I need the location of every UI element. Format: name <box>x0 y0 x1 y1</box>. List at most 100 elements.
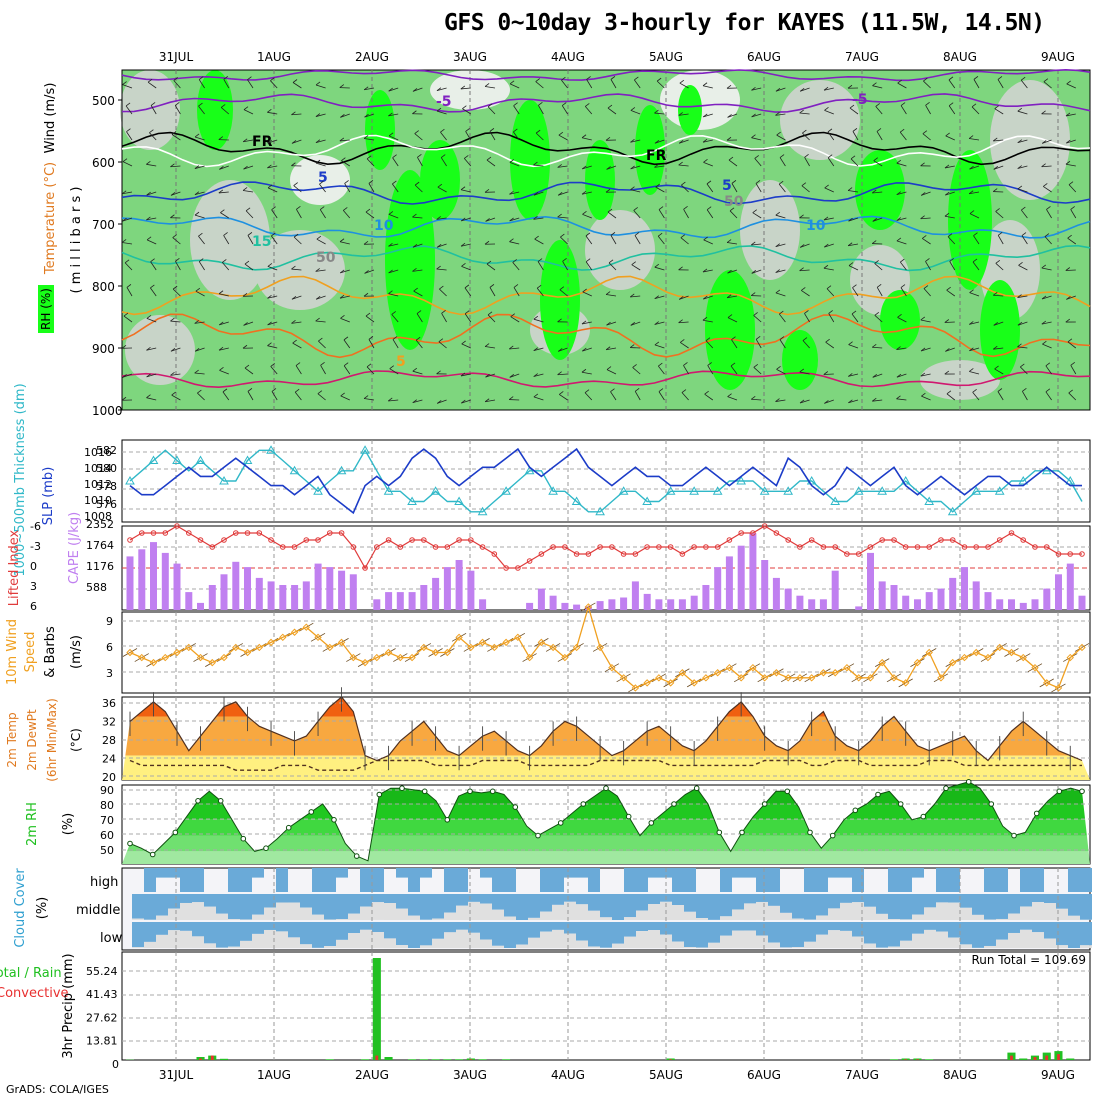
wind-barb-flag <box>826 285 832 289</box>
wind-barb-flag <box>995 259 1001 264</box>
wind-barb <box>243 139 254 143</box>
cape-bar <box>914 599 921 610</box>
wind-barb <box>315 269 326 272</box>
wind-barb-flag <box>388 112 393 117</box>
wind-barb <box>775 243 786 248</box>
cloud-cell <box>288 922 300 938</box>
wind-barb <box>509 217 520 222</box>
lifted-index-point <box>139 530 145 536</box>
wind-speed-point <box>984 653 992 662</box>
wind-barb-flag <box>993 322 999 326</box>
cloud-cell-clear <box>780 912 792 920</box>
cloud-cell-clear <box>528 937 540 948</box>
date-label-bottom: 6AUG <box>747 1068 781 1082</box>
cape-bar <box>667 599 675 610</box>
contour-label: FR <box>646 148 667 164</box>
wind-barb <box>364 269 375 274</box>
wind-barb <box>995 262 1004 271</box>
wind-barb <box>606 165 617 170</box>
wind-barb-flag <box>969 368 974 372</box>
cloud-cell-clear <box>984 919 996 921</box>
wind-barb <box>1043 186 1052 193</box>
cloud-cell <box>588 922 600 947</box>
date-label-top: 1AUG <box>257 50 291 64</box>
wind-barb <box>872 373 883 378</box>
cloud-cell <box>528 894 540 918</box>
cape-bar <box>961 567 968 610</box>
cloud-cell-clear <box>300 944 312 948</box>
cloud-cell-clear <box>456 929 468 949</box>
lifted-index-point <box>127 537 133 543</box>
lifted-index-point <box>256 530 263 536</box>
wind-barb-flag <box>730 362 736 367</box>
cloud-cell <box>252 922 264 934</box>
cloud-cell <box>144 894 156 920</box>
wind-barb-flag <box>823 264 829 269</box>
wind-barb <box>610 235 617 245</box>
contour-label: 50 <box>316 250 336 266</box>
lifted-index-point <box>280 544 286 550</box>
wind-barb-flag <box>363 292 369 297</box>
cloud-cell <box>312 894 324 915</box>
lifted-index-line <box>129 525 1082 570</box>
cloud-cell <box>996 922 1008 940</box>
slp-tick-label: 1014 <box>84 462 112 475</box>
wind-barb-flag <box>363 395 369 399</box>
cloud-cell <box>696 894 708 918</box>
wind-barb <box>340 317 350 323</box>
wind-barb <box>1068 184 1077 193</box>
cloud-cell <box>540 868 552 892</box>
cape-bar <box>984 592 992 610</box>
wind-barb <box>437 399 447 404</box>
cloud-cell-clear <box>588 910 600 920</box>
wind-barb <box>1065 163 1076 167</box>
cloud-cell <box>840 894 852 903</box>
wind-barb-flag <box>852 284 857 288</box>
wind-barb <box>606 321 617 326</box>
wind-barb <box>654 266 665 271</box>
wind-barb-flag <box>533 347 539 351</box>
wind-barb <box>900 261 907 271</box>
wind-barb-flag <box>460 372 466 377</box>
wind-barb-flag <box>244 260 250 265</box>
wind-barb <box>848 243 859 247</box>
wind-barb-flag <box>630 293 635 298</box>
precip-total-bar <box>384 1057 393 1060</box>
wind-barb-flag <box>242 187 248 191</box>
wind-barb <box>218 347 229 351</box>
wind-barb <box>388 293 399 297</box>
cloud-cell <box>756 868 768 892</box>
wind-barb <box>969 321 980 325</box>
wind-barb <box>823 373 834 375</box>
cloud-cell <box>600 922 612 948</box>
wind-barb-flag <box>1017 139 1023 143</box>
wind-barb <box>1045 391 1052 401</box>
wind-barb-flag <box>126 128 131 132</box>
cape-bar <box>678 599 686 610</box>
cloud-cell-clear <box>504 916 516 921</box>
wind-barb <box>293 185 302 193</box>
cloud-cell <box>192 868 204 892</box>
wind-barb <box>365 211 375 219</box>
wind-barb-flag <box>848 399 853 404</box>
wind-barb <box>392 183 399 193</box>
wind-barb <box>921 191 931 196</box>
cloud-cell-clear <box>924 929 936 949</box>
cape-bar <box>302 581 310 610</box>
wind-barb <box>509 241 520 245</box>
cloud-cell <box>444 922 456 933</box>
wind-barb <box>218 293 229 297</box>
wind-barb <box>150 261 157 271</box>
cloud-cell <box>360 922 372 930</box>
cloud-cell-clear <box>300 907 312 921</box>
wind-speed-point <box>655 674 663 682</box>
wind-speed-point <box>690 679 698 687</box>
wind-barb-flag <box>436 107 442 112</box>
wind-barb <box>751 243 762 246</box>
wind-barb-flag <box>318 337 323 342</box>
cloud-cell-clear <box>192 936 204 948</box>
contour-label: 5 <box>318 170 328 186</box>
wind-speed-point <box>173 648 181 657</box>
lifted-index-point <box>1008 530 1015 536</box>
cloud-cell <box>576 868 588 878</box>
